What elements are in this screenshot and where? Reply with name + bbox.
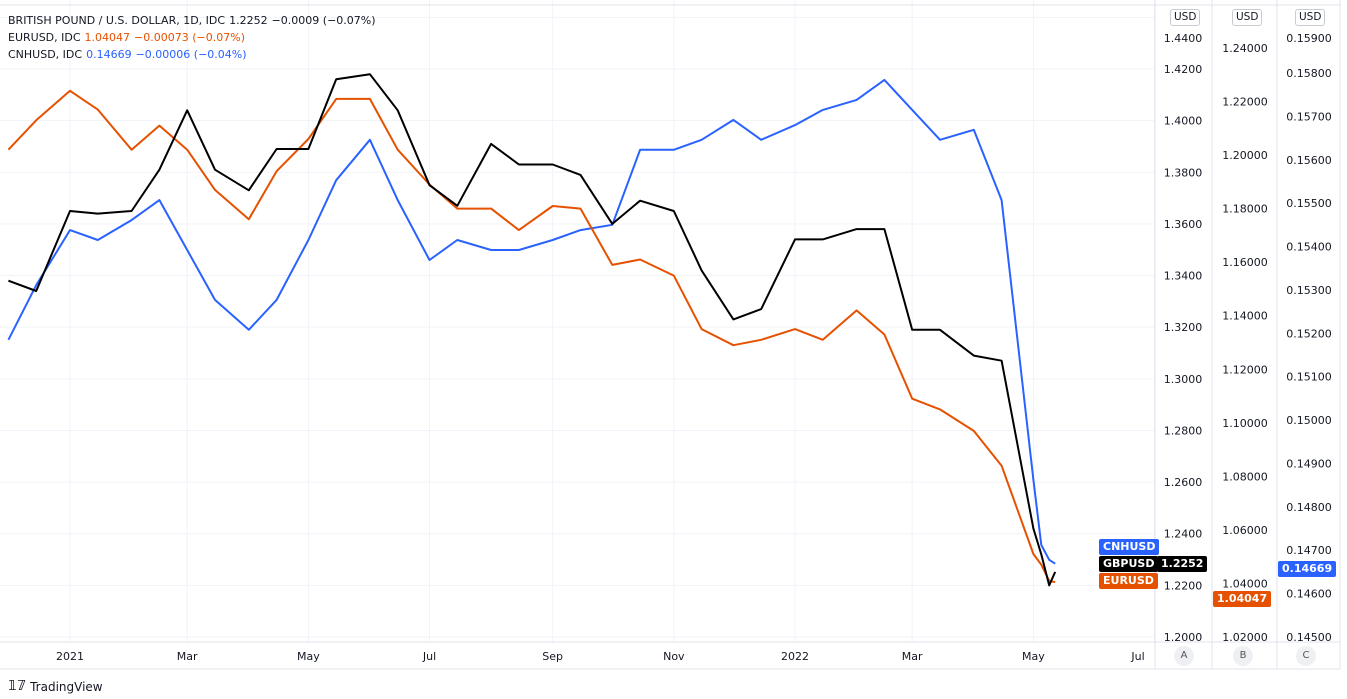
series-line-gbpusd[interactable] <box>8 73 1057 587</box>
y-tick-label-c: 0.14800 <box>1286 501 1332 514</box>
y-tick-label-a: 1.3200 <box>1164 321 1203 334</box>
series-line-cnhusd[interactable] <box>7 78 1056 565</box>
y-tick-label-b: 1.02000 <box>1222 631 1268 644</box>
legend-cnhusd-last: 0.14669 <box>86 48 132 61</box>
y-tick-label-c: 0.14500 <box>1286 631 1332 644</box>
axis-b-currency[interactable]: USD <box>1232 9 1263 26</box>
x-tick-label: Mar <box>902 650 923 663</box>
y-tick-label-a: 1.4400 <box>1164 32 1203 45</box>
legend-cnhusd[interactable]: CNHUSD, IDC 0.14669 −0.00006 (−0.04%) <box>8 46 380 63</box>
legend-cnhusd-name: CNHUSD, IDC <box>8 48 83 61</box>
y-tick-label-a: 1.3800 <box>1164 166 1203 179</box>
y-tick-label-c: 0.15900 <box>1286 32 1332 45</box>
y-tick-label-b: 1.18000 <box>1222 203 1268 216</box>
tradingview-logo[interactable]: 𝟙𝟟 TradingView <box>8 679 103 694</box>
tradingview-icon: 𝟙𝟟 <box>8 679 27 694</box>
x-tick-label: Jul <box>422 650 436 663</box>
y-tick-label-a: 1.4000 <box>1164 115 1203 128</box>
y-tick-label-b: 1.06000 <box>1222 524 1268 537</box>
y-tick-label-a: 1.3000 <box>1164 373 1203 386</box>
y-tick-label-a: 1.3600 <box>1164 218 1203 231</box>
legend-eurusd[interactable]: EURUSD, IDC 1.04047 −0.00073 (−0.07%) <box>8 29 380 46</box>
x-tick-label: May <box>1022 650 1045 663</box>
price-tag-eurusd: 1.04047 <box>1213 591 1272 607</box>
y-tick-label-b: 1.08000 <box>1222 470 1268 483</box>
x-tick-label: Mar <box>177 650 198 663</box>
y-tick-label-b: 1.12000 <box>1222 363 1268 376</box>
x-tick-label: Jul <box>1130 650 1144 663</box>
y-tick-label-b: 1.22000 <box>1222 96 1268 109</box>
legend-cnhusd-change: −0.00006 (−0.04%) <box>135 48 247 61</box>
legend-eurusd-last: 1.04047 <box>84 31 131 44</box>
y-tick-label-a: 1.2600 <box>1164 476 1203 489</box>
y-tick-label-b: 1.20000 <box>1222 149 1268 162</box>
y-tick-label-c: 0.14700 <box>1286 544 1332 557</box>
y-tick-label-a: 1.2400 <box>1164 528 1203 541</box>
y-tick-label-c: 0.15400 <box>1286 241 1332 254</box>
axis-c-currency[interactable]: USD <box>1295 9 1326 26</box>
series-name-tag-gbpusd: GBPUSD <box>1099 556 1159 572</box>
series-line-eurusd[interactable] <box>7 89 1056 584</box>
x-tick-label: 2022 <box>781 650 809 663</box>
x-tick-label: May <box>297 650 320 663</box>
series-name-tag-eurusd: EURUSD <box>1099 573 1158 589</box>
y-tick-label-b: 1.16000 <box>1222 256 1268 269</box>
legend-eurusd-name: EURUSD, IDC <box>8 31 81 44</box>
y-tick-label-a: 1.3400 <box>1164 270 1203 283</box>
series-name-tag-cnhusd: CNHUSD <box>1099 539 1160 555</box>
y-tick-label-c: 0.15000 <box>1286 414 1332 427</box>
axis-c-button[interactable]: C <box>1296 646 1316 666</box>
y-tick-label-c: 0.15100 <box>1286 371 1332 384</box>
y-tick-label-c: 0.15700 <box>1286 110 1332 123</box>
y-tick-label-c: 0.14600 <box>1286 588 1332 601</box>
legend-eurusd-change: −0.00073 (−0.07%) <box>134 31 245 44</box>
price-tag-gbpusd: 1.2252 <box>1157 556 1208 572</box>
y-tick-label-b: 1.10000 <box>1222 417 1268 430</box>
legend-gbpusd-change: −0.0009 (−0.07%) <box>271 14 376 27</box>
legend-gbpusd[interactable]: BRITISH POUND / U.S. DOLLAR, 1D, IDC 1.22… <box>8 12 380 29</box>
y-tick-label-c: 0.14900 <box>1286 457 1332 470</box>
axis-b-button[interactable]: B <box>1233 646 1253 666</box>
y-tick-label-c: 0.15300 <box>1286 284 1332 297</box>
legend-gbpusd-name: BRITISH POUND / U.S. DOLLAR, 1D, IDC <box>8 14 226 27</box>
legend: BRITISH POUND / U.S. DOLLAR, 1D, IDC 1.22… <box>8 12 380 63</box>
y-tick-label-c: 0.15600 <box>1286 154 1332 167</box>
y-tick-label-c: 0.15800 <box>1286 67 1332 80</box>
axis-a-currency[interactable]: USD <box>1170 9 1201 26</box>
legend-gbpusd-last: 1.2252 <box>229 14 268 27</box>
y-tick-label-c: 0.15500 <box>1286 197 1332 210</box>
y-tick-label-c: 0.15200 <box>1286 327 1332 340</box>
axis-a-button[interactable]: A <box>1174 646 1194 666</box>
y-tick-label-a: 1.4200 <box>1164 63 1203 76</box>
y-tick-label-b: 1.14000 <box>1222 310 1268 323</box>
brand-name: TradingView <box>30 679 103 694</box>
y-tick-label-a: 1.2000 <box>1164 631 1203 644</box>
price-tag-cnhusd: 0.14669 <box>1278 561 1337 577</box>
x-tick-label: 2021 <box>56 650 84 663</box>
y-tick-label-b: 1.04000 <box>1222 577 1268 590</box>
y-tick-label-b: 1.24000 <box>1222 42 1268 55</box>
y-tick-label-a: 1.2800 <box>1164 424 1203 437</box>
y-tick-label-a: 1.2200 <box>1164 579 1203 592</box>
x-tick-label: Nov <box>663 650 685 663</box>
x-tick-label: Sep <box>542 650 563 663</box>
